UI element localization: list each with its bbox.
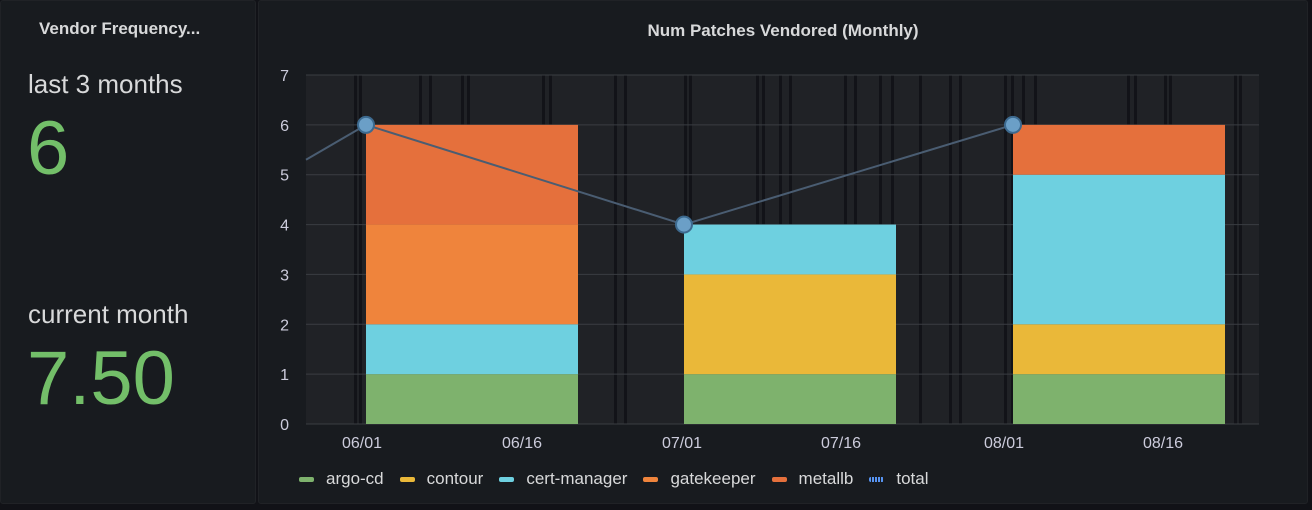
legend-swatch — [869, 476, 885, 482]
total-line — [305, 123, 1014, 226]
legend-item-argo-cd[interactable]: argo-cd — [299, 469, 384, 489]
y-tick-label: 2 — [280, 317, 289, 334]
x-tick-label: 07/01 — [662, 435, 702, 452]
time-grid-stripe — [354, 75, 357, 424]
y-tick-label: 0 — [280, 417, 289, 434]
legend-label: gatekeeper — [670, 469, 756, 488]
time-grid-stripe — [624, 75, 627, 424]
legend-swatch — [643, 476, 659, 482]
time-grid-stripe — [1234, 75, 1237, 424]
total-point — [1004, 115, 1022, 134]
legend-item-total[interactable]: total — [869, 469, 928, 489]
bar-segment-cert-manager — [1013, 174, 1225, 325]
stat-value-current-month: 7.50 — [27, 336, 175, 421]
stat-panel-title[interactable]: Vendor Frequency... — [39, 19, 201, 38]
legend-label: total — [896, 469, 929, 488]
legend-item-contour[interactable]: contour — [399, 469, 484, 489]
bar-segment-metallb — [1013, 124, 1225, 175]
total-point — [675, 215, 693, 234]
time-grid-stripe — [1004, 75, 1007, 424]
x-tick-label: 07/16 — [821, 435, 861, 452]
stat-label-current-month: current month — [28, 299, 189, 329]
bar-segment-argo-cd — [366, 374, 578, 424]
y-tick-label: 4 — [280, 218, 289, 235]
y-tick-label: 3 — [280, 267, 289, 284]
y-tick-label: 1 — [280, 367, 289, 384]
bar-segment-cert-manager — [684, 224, 896, 275]
x-tick-label: 06/01 — [342, 435, 382, 452]
bar-segment-argo-cd — [684, 374, 896, 424]
x-tick-label: 08/01 — [984, 435, 1024, 452]
time-grid-stripe — [1239, 75, 1242, 424]
legend-label: contour — [426, 469, 484, 488]
bar-segment-contour — [684, 274, 896, 375]
stat-panel: Vendor Frequency... last 3 months 6 curr… — [0, 0, 256, 504]
legend-label: cert-manager — [526, 469, 628, 488]
bar-segment-cert-manager — [366, 324, 578, 375]
chart-panel-title[interactable]: Num Patches Vendored (Monthly) — [647, 21, 919, 40]
chart-legend: argo-cd contour cert-manager gatekeeper meta… — [299, 469, 944, 489]
stat-label-last-3-months: last 3 months — [28, 69, 183, 99]
bar-segment-argo-cd — [1013, 374, 1225, 424]
legend-label: metallb — [798, 469, 854, 488]
legend-swatch — [399, 476, 415, 482]
time-grid-stripe — [919, 75, 922, 424]
total-point — [357, 115, 375, 134]
legend-swatch — [299, 476, 314, 482]
time-grid-stripe — [949, 75, 952, 424]
stat-value-last-3-months: 6 — [27, 106, 70, 191]
y-tick-label: 6 — [280, 118, 289, 135]
legend-label: argo-cd — [326, 469, 384, 488]
time-grid-stripe — [359, 75, 362, 424]
y-tick-label: 7 — [280, 68, 289, 85]
x-tick-label: 06/16 — [502, 435, 542, 452]
bar-segment-contour — [1013, 324, 1225, 375]
legend-swatch — [499, 476, 515, 482]
x-tick-label: 08/16 — [1143, 435, 1183, 452]
y-tick-label: 5 — [280, 168, 289, 185]
bar-segment-metallb — [366, 124, 578, 225]
time-grid-stripe — [614, 75, 617, 424]
legend-item-gatekeeper[interactable]: gatekeeper — [643, 469, 756, 489]
legend-swatch — [771, 476, 787, 482]
time-grid-stripe — [959, 75, 962, 424]
legend-item-metallb[interactable]: metallb — [771, 469, 854, 489]
legend-item-cert-manager[interactable]: cert-manager — [499, 469, 627, 489]
bar-segment-gatekeeper — [366, 224, 578, 325]
time-grid-stripe — [1011, 75, 1014, 424]
bar-chart: 0 1 2 3 4 5 6 7 06/01 06/16 07/01 07/16 08/01 08/16 — [280, 68, 1259, 452]
